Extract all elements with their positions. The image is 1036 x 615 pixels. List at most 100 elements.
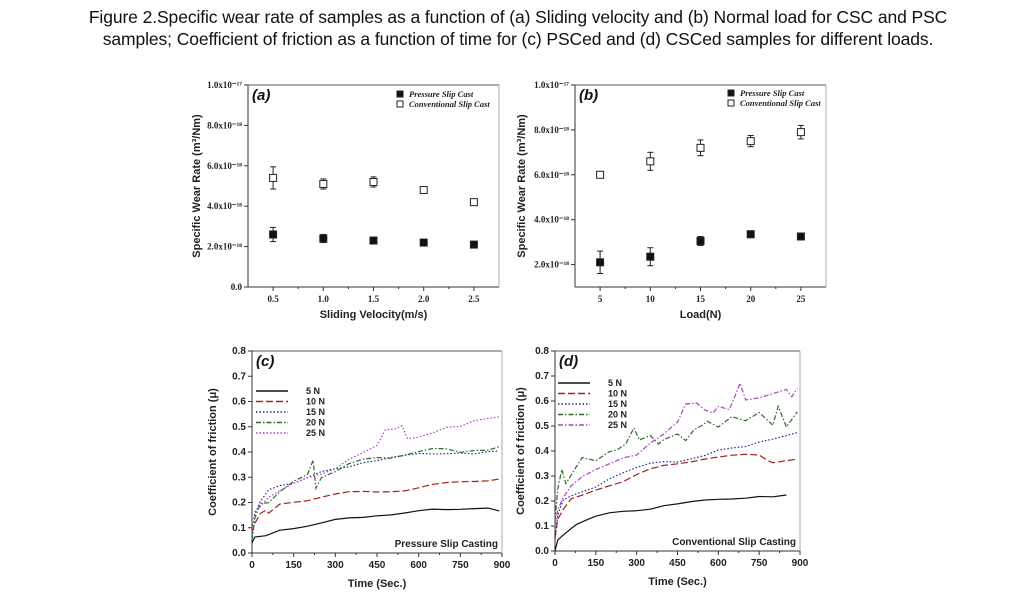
x-tick-label: 600 xyxy=(410,560,427,571)
legend-label: Conventional Slip Cast xyxy=(740,98,821,108)
caption-line-2: samples; Coefficient of friction as a fu… xyxy=(102,29,934,49)
legend-marker xyxy=(727,89,735,97)
x-tick-label: 1.0 xyxy=(318,294,330,304)
y-tick-label: 0.0 xyxy=(231,282,243,292)
y-tick-label: 4.0x10⁻¹⁸ xyxy=(534,215,569,225)
data-point xyxy=(746,230,755,239)
x-tick-label: 0 xyxy=(249,560,255,571)
panel-label: (a) xyxy=(252,87,270,104)
series-line xyxy=(554,494,787,552)
x-tick-label: 300 xyxy=(628,558,645,569)
legend-label: 25 N xyxy=(306,428,325,438)
chart-panel-b: 5 10 15 20 25 2.0x10⁻¹⁸ 4.0x10⁻¹⁸ 6.0x10⁻¹⁸ 8.0x… xyxy=(516,80,827,321)
data-point xyxy=(319,234,328,243)
y-tick-label: 0.1 xyxy=(232,523,246,534)
caption-line-1: Figure 2.Specific wear rate of samples a… xyxy=(0,6,1036,28)
x-tick-label: 150 xyxy=(587,558,604,569)
y-tick-label: 0.8 xyxy=(232,346,246,357)
x-axis-label: Time (Sec.) xyxy=(648,576,707,588)
y-tick-label: 4.0x10⁻¹⁸ xyxy=(207,201,242,211)
x-axis-label: Load(N) xyxy=(680,309,722,321)
data-point xyxy=(469,198,478,207)
legend-label: 20 N xyxy=(608,410,627,420)
x-tick-label: 20 xyxy=(746,294,756,304)
figure-label: Figure 2. xyxy=(88,7,157,27)
y-tick-label: 0.8 xyxy=(535,346,549,357)
x-tick-label: 300 xyxy=(327,560,344,571)
x-tick-label: 450 xyxy=(369,560,386,571)
y-tick-label: 0.7 xyxy=(232,371,246,382)
data-point xyxy=(269,230,278,239)
panel-label: (b) xyxy=(579,87,598,104)
legend-label: 10 N xyxy=(608,389,627,399)
y-tick-label: 0.3 xyxy=(535,471,549,482)
data-point xyxy=(419,186,428,195)
panel-label: (c) xyxy=(256,353,274,370)
data-point xyxy=(269,173,278,182)
panel-annotation: Pressure Slip Casting xyxy=(395,539,498,550)
y-tick-label: 0.5 xyxy=(232,422,246,433)
data-point xyxy=(369,236,378,245)
y-tick-label: 0.2 xyxy=(232,498,246,509)
chart-panel-c: 0 150 300 450 600 750 900 0.0 0.1 0.2 0.3 0.4 0.5 0.6… xyxy=(207,346,511,590)
x-tick-label: 150 xyxy=(285,560,302,571)
y-tick-label: 6.0x10⁻¹⁸ xyxy=(207,161,242,171)
legend-label: 15 N xyxy=(608,399,627,409)
legend-label: Conventional Slip Cast xyxy=(409,99,490,109)
data-point xyxy=(796,128,805,137)
y-tick-label: 8.0x10⁻¹⁸ xyxy=(534,125,569,135)
data-point xyxy=(646,252,655,261)
x-tick-label: 5 xyxy=(598,294,603,304)
data-point xyxy=(746,137,755,146)
legend-label: 25 N xyxy=(608,420,627,430)
y-axis-label: Specific Wear Rate (m³/Nm) xyxy=(516,114,528,258)
legend-label: Pressure Slip Cast xyxy=(740,88,805,98)
data-point xyxy=(646,157,655,166)
data-point xyxy=(696,143,705,152)
y-tick-label: 1.0x10⁻¹⁷ xyxy=(207,80,242,90)
y-tick-label: 0.6 xyxy=(232,397,246,408)
data-point xyxy=(596,170,605,179)
x-tick-label: 2.5 xyxy=(468,294,480,304)
y-tick-label: 8.0x10⁻¹⁸ xyxy=(207,120,242,130)
y-tick-label: 0.0 xyxy=(232,548,246,559)
legend-marker xyxy=(727,99,735,107)
caption-text-1: Specific wear rate of samples as a funct… xyxy=(156,7,948,27)
series-line xyxy=(251,507,500,544)
x-tick-label: 750 xyxy=(751,558,768,569)
y-tick-label: 0.7 xyxy=(535,371,549,382)
series-line xyxy=(251,450,500,541)
x-tick-label: 10 xyxy=(646,294,656,304)
data-point xyxy=(369,177,378,186)
x-tick-label: 2.0 xyxy=(418,294,430,304)
panel-label: (d) xyxy=(559,353,578,370)
y-axis-label: Coefficient of friction (μ) xyxy=(207,388,219,516)
chart-panel-d: 0 150 300 450 600 750 900 0.0 0.1 0.2 0.3 0.4 0.5 0.6… xyxy=(515,346,809,588)
data-point xyxy=(419,238,428,247)
y-tick-label: 2.0x10⁻¹⁸ xyxy=(207,242,242,252)
data-point xyxy=(696,236,705,245)
legend-label: 10 N xyxy=(306,397,325,407)
y-tick-label: 0.3 xyxy=(232,472,246,483)
x-tick-label: 450 xyxy=(669,558,686,569)
panel-annotation: Conventional Slip Casting xyxy=(672,537,796,548)
y-axis-label: Coefficient of friction (μ) xyxy=(515,387,527,515)
y-tick-label: 0.5 xyxy=(535,421,549,432)
legend-label: Pressure Slip Cast xyxy=(409,89,474,99)
chart-panel-a: 0.5 1.0 1.5 2.0 2.5 0.0 2.0x10⁻¹⁸ 4.0x10⁻¹⁸ 6.0x… xyxy=(191,80,500,321)
x-tick-label: 600 xyxy=(710,558,727,569)
legend-marker xyxy=(396,100,404,108)
legend-label: 20 N xyxy=(306,418,325,428)
data-point xyxy=(319,179,328,188)
data-point xyxy=(596,258,605,267)
x-tick-label: 25 xyxy=(796,294,806,304)
series-line xyxy=(554,381,798,527)
legend-label: 15 N xyxy=(306,407,325,417)
y-tick-label: 2.0x10⁻¹⁸ xyxy=(534,260,569,270)
series-line xyxy=(251,478,500,533)
x-axis-label: Time (Sec.) xyxy=(348,578,407,590)
series-line xyxy=(554,453,798,539)
y-tick-label: 0.0 xyxy=(535,546,549,557)
x-tick-label: 1.5 xyxy=(368,294,380,304)
